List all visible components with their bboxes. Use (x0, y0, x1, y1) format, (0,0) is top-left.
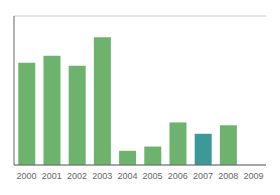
svg-text:2005: 2005 (143, 171, 163, 181)
svg-text:2006: 2006 (168, 171, 188, 181)
svg-text:2007: 2007 (193, 171, 213, 181)
svg-text:2002: 2002 (67, 171, 87, 181)
svg-text:2008: 2008 (218, 171, 238, 181)
svg-text:2000: 2000 (17, 171, 37, 181)
svg-text:2009: 2009 (243, 171, 263, 181)
svg-text:2004: 2004 (117, 171, 137, 181)
svg-text:2003: 2003 (92, 171, 112, 181)
svg-text:2001: 2001 (42, 171, 62, 181)
